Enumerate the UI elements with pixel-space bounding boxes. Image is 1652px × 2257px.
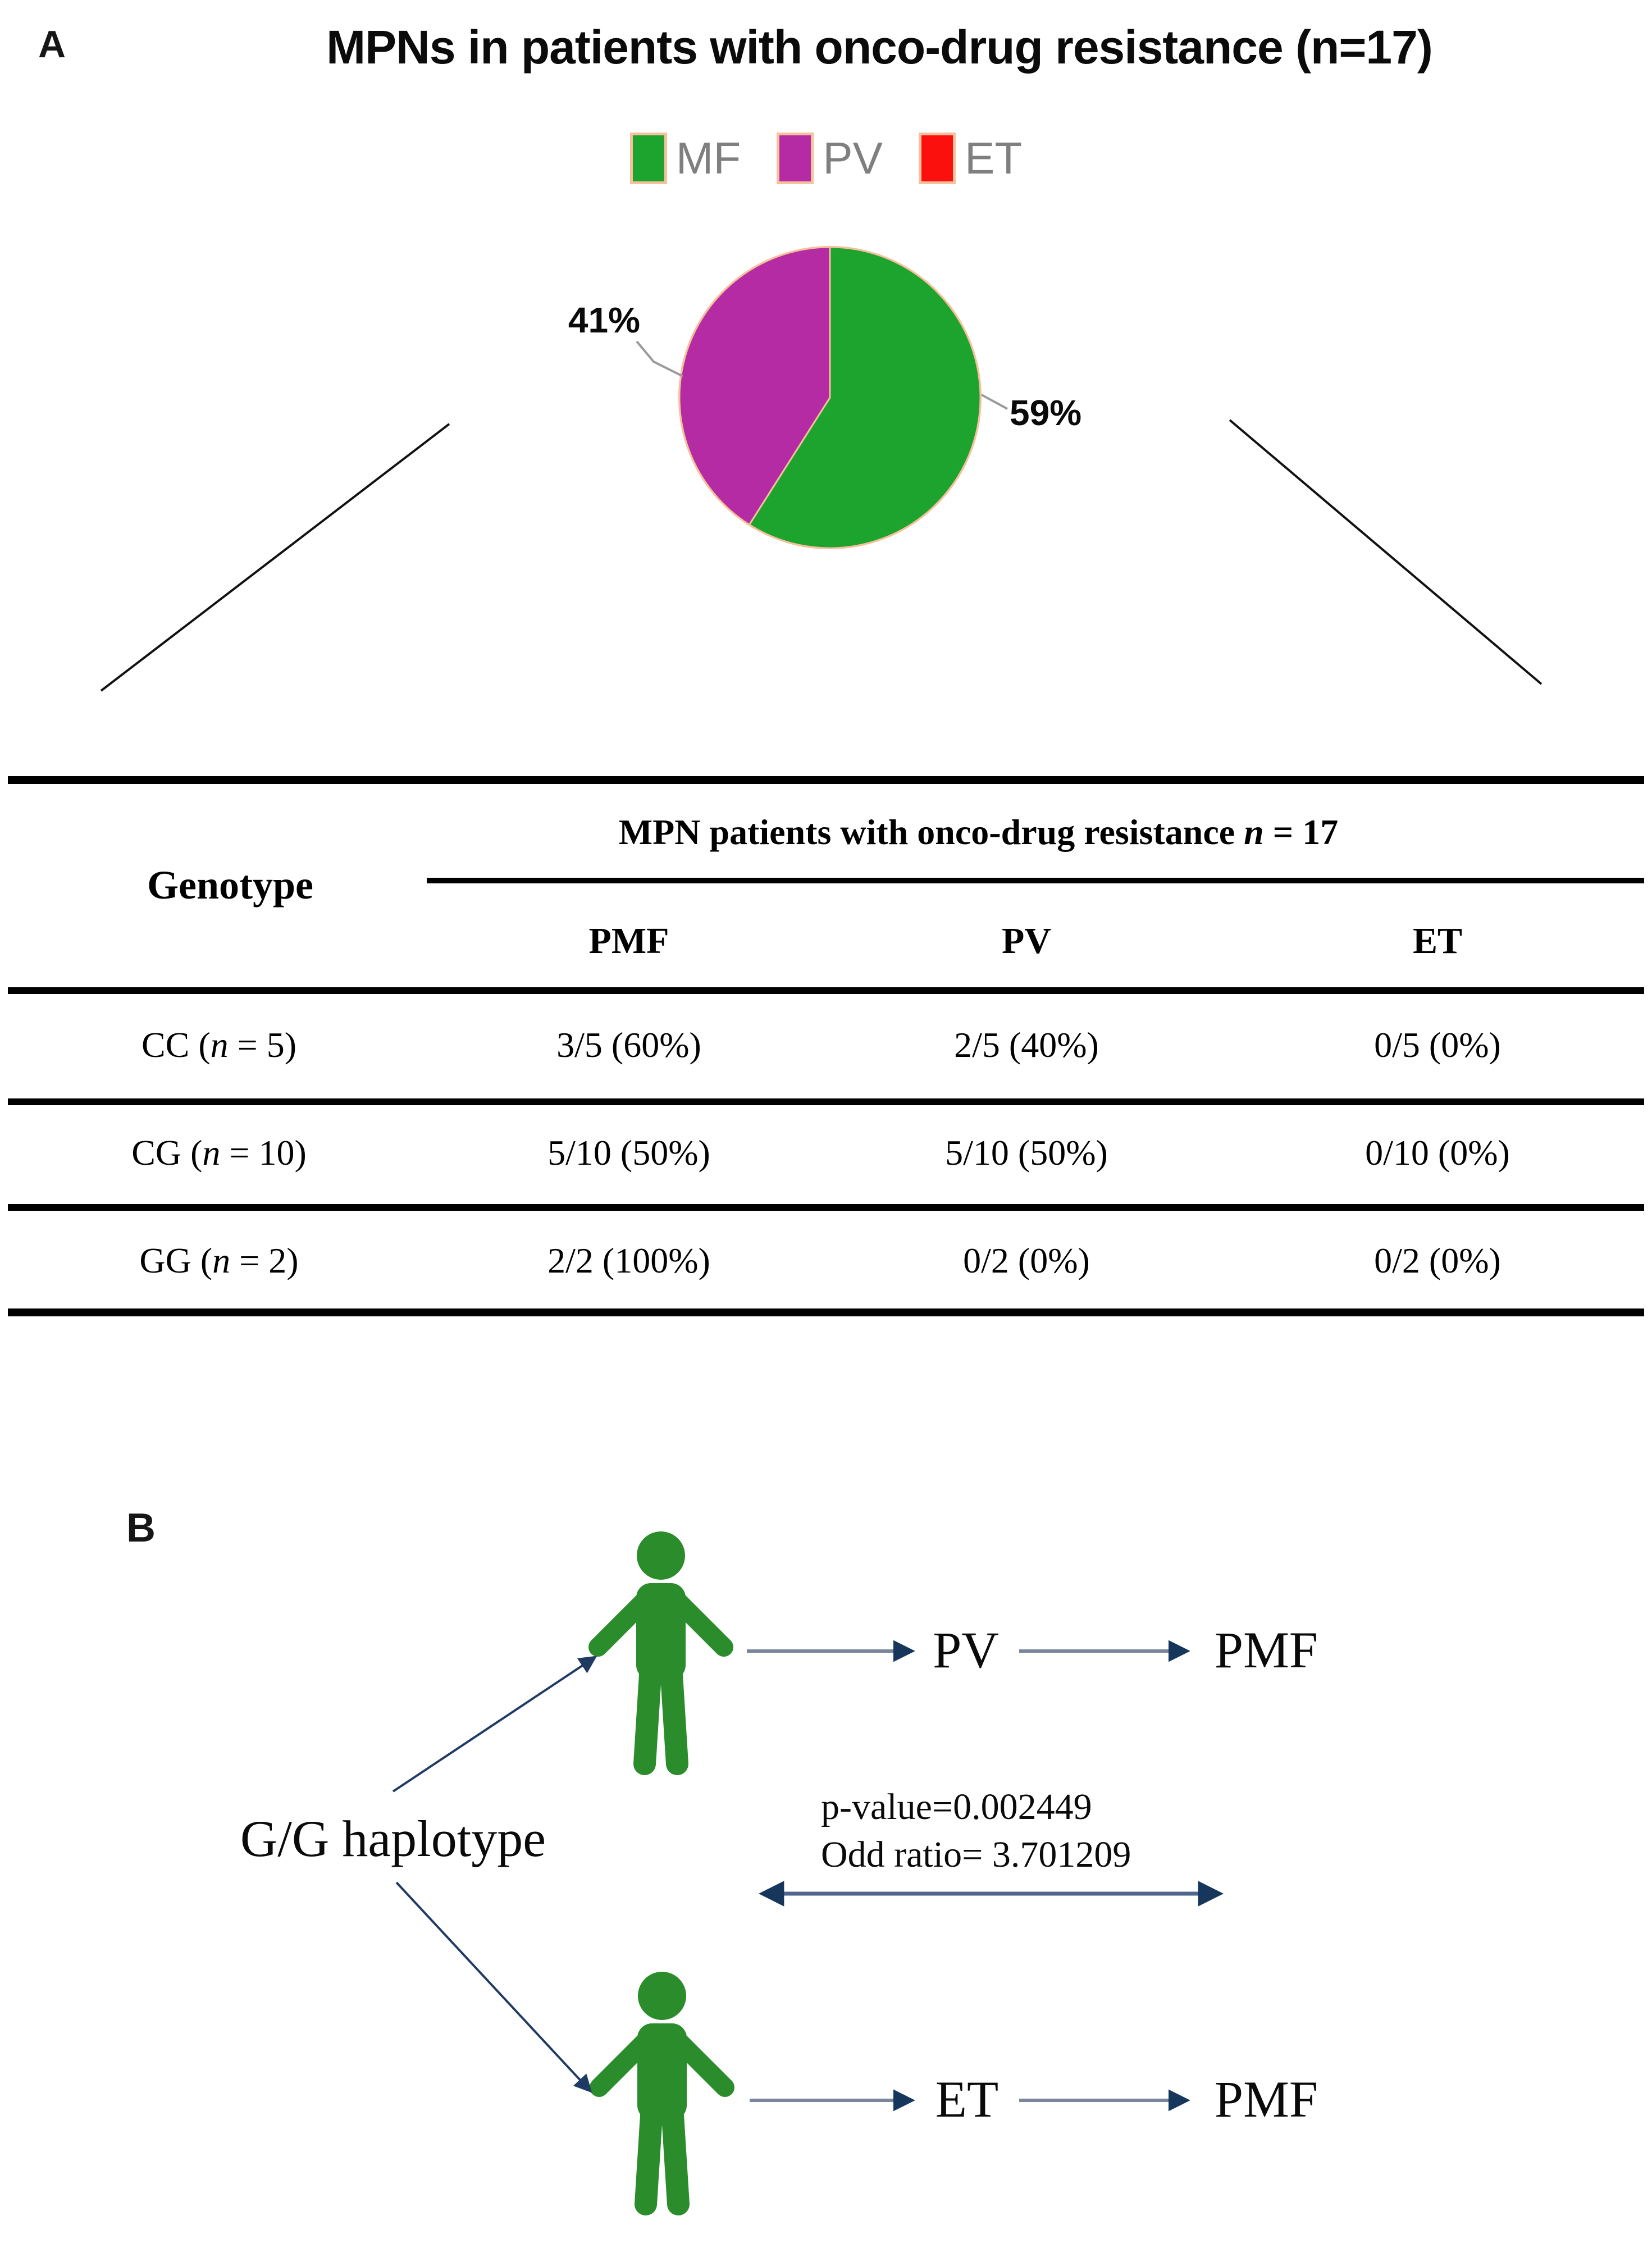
legend-swatch-et xyxy=(919,133,956,184)
group-header-n: n xyxy=(1244,812,1264,852)
legend-item-pv: PV xyxy=(777,133,883,184)
table-cell-gg-pmf: 2/2 (100%) xyxy=(547,1241,710,1280)
table-rule-top xyxy=(8,776,1644,784)
person-arm-right xyxy=(663,2025,734,2097)
label-pmf-top: PMF xyxy=(1214,1621,1318,1679)
label-gg-haplotype: G/G haplotype xyxy=(240,1810,546,1867)
person-leg-left xyxy=(635,2104,663,2215)
person-shape xyxy=(588,1531,733,1775)
label-p-value: p-value=0.002449 xyxy=(821,1786,1092,1827)
table-rule-header-bottom xyxy=(8,987,1644,994)
group-header-post: = 17 xyxy=(1263,812,1339,852)
table-group-header: MPN patients with onco-drug resistance n… xyxy=(371,811,1586,853)
person-icon-bottom xyxy=(590,1972,734,2215)
table-cell-cg-pmf: 5/10 (50%) xyxy=(547,1133,710,1173)
legend-label-pv: PV xyxy=(823,133,883,183)
pie-label-mf-59: 59% xyxy=(1010,393,1082,433)
diagonal-line-right xyxy=(1229,419,1543,685)
legend-label-et: ET xyxy=(965,133,1023,183)
panel-b-arrows xyxy=(392,1640,1224,2112)
legend-swatch-mf xyxy=(629,133,667,184)
pie-label-pv-41: 41% xyxy=(568,300,640,340)
legend-item-mf: MF xyxy=(629,133,741,184)
panel-b-label: B xyxy=(126,1506,156,1551)
panel-a-label: A xyxy=(38,23,66,66)
table-rule-row2 xyxy=(8,1204,1644,1211)
table-row-label-gg: GG (n = 2) xyxy=(62,1240,376,1282)
pie-slice-mf xyxy=(748,246,982,549)
legend-swatch-pv xyxy=(777,133,814,184)
pie-legend: MF PV ET xyxy=(0,133,1652,184)
table-row-label-cc: CC (n = 5) xyxy=(62,1024,376,1066)
label-odd-ratio: Odd ratio= 3.701209 xyxy=(821,1834,1131,1875)
person-arm-left xyxy=(588,1585,660,1657)
pie-chart xyxy=(678,246,982,549)
leader-line-41 xyxy=(636,340,683,377)
table-cell-cg-pv: 5/10 (50%) xyxy=(945,1133,1108,1173)
row-cg-n: n xyxy=(202,1133,221,1173)
table-col-header-et: ET xyxy=(1412,920,1463,961)
chart-title: MPNs in patients with onco-drug resistan… xyxy=(326,21,1433,74)
row-cc-pre: CC ( xyxy=(141,1025,211,1065)
table-col-header-pv: PV xyxy=(1002,920,1051,961)
row-gg-pre: GG ( xyxy=(139,1241,213,1280)
person-arm-right xyxy=(661,1585,733,1657)
person-leg-left xyxy=(633,1664,661,1775)
table-cell-gg-pv: 0/2 (0%) xyxy=(963,1241,1090,1280)
row-gg-post: = 2) xyxy=(230,1241,299,1280)
table-row-label-cg: CG (n = 10) xyxy=(62,1132,376,1174)
panel-a-connectors xyxy=(100,340,1543,692)
label-et: ET xyxy=(935,2071,999,2128)
person-shape xyxy=(590,1972,734,2215)
legend-label-mf: MF xyxy=(676,133,741,183)
table-cell-cc-et: 0/5 (0%) xyxy=(1374,1025,1501,1065)
leader-line-59 xyxy=(981,394,1008,410)
legend-item-et: ET xyxy=(919,133,1022,184)
person-head xyxy=(638,1972,686,2020)
table-cell-gg-et: 0/2 (0%) xyxy=(1374,1241,1501,1280)
label-pv: PV xyxy=(933,1621,999,1679)
person-leg-right xyxy=(661,2104,690,2215)
row-gg-n: n xyxy=(212,1241,231,1280)
table-rule-subheader xyxy=(427,878,1644,883)
person-leg-right xyxy=(660,1664,688,1775)
arrow-haplotype-to-person2 xyxy=(395,1881,592,2093)
person-icon-top xyxy=(588,1531,733,1775)
row-cc-n: n xyxy=(210,1025,229,1065)
arrow-haplotype-to-person1 xyxy=(392,1656,597,1793)
person-head xyxy=(637,1531,685,1580)
table-cell-cg-et: 0/10 (0%) xyxy=(1365,1133,1510,1173)
diagonal-line-left xyxy=(100,423,450,692)
label-pmf-bottom: PMF xyxy=(1214,2071,1318,2128)
pie-slice-pv xyxy=(678,246,831,526)
table-row-header-genotype: Genotype xyxy=(147,863,313,908)
group-header-pre: MPN patients with onco-drug resistance xyxy=(618,812,1244,852)
table-rule-bottom xyxy=(8,1308,1644,1316)
table-rule-row1 xyxy=(8,1098,1644,1105)
pie-chart-slices xyxy=(678,246,982,549)
row-cg-pre: CG ( xyxy=(131,1133,203,1173)
table-col-header-pmf: PMF xyxy=(588,920,669,961)
row-cg-post: = 10) xyxy=(220,1133,307,1173)
table-cell-cc-pv: 2/5 (40%) xyxy=(954,1025,1099,1065)
table-cell-cc-pmf: 3/5 (60%) xyxy=(556,1025,701,1065)
person-arm-left xyxy=(590,2025,661,2097)
row-cc-post: = 5) xyxy=(228,1025,297,1065)
